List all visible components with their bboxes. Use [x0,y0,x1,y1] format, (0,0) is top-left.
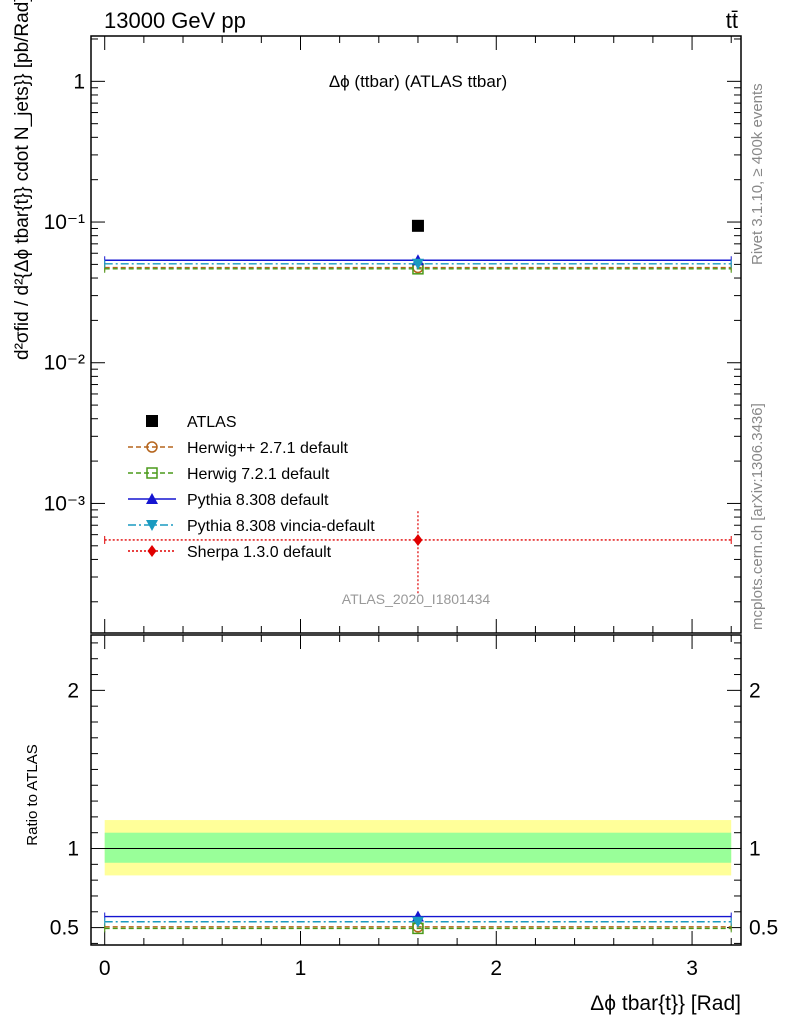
legend-label: Pythia 8.308 vincia-default [187,518,375,535]
data-point [413,533,423,546]
data-point [411,219,424,232]
main-series [104,219,732,594]
y-tick-label: 10⁻¹ [44,211,85,234]
legend-marker [146,467,158,479]
legend-marker [146,415,158,427]
ratio-y-tick-label-right: 1 [749,838,761,861]
ratio-y-tick-label: 2 [67,679,79,702]
legend-marker [146,441,158,453]
x-tick-label: 3 [686,957,698,980]
energy-label: 13000 GeV pp [104,8,246,33]
x-tick-label: 1 [295,957,307,980]
main-y-axis-label: d²σfid / d²{Δϕ tbar{t}} cdot N_jets}} [p… [12,0,33,360]
y-tick-label: 10⁻³ [44,492,85,515]
data-point [411,258,424,270]
mcplots-label: mcplots.cern.ch [arXiv:1306.3436] [749,403,766,630]
ratio-point [413,1000,422,1012]
y-axis-label: d²σfid / d²{Δϕ tbar{t}} cdot N_jets}} [p… [12,0,33,360]
x-tick-label: 2 [490,957,502,980]
ratio-y-tick-label-right: 0.5 [749,917,778,940]
legend-label: Herwig 7.2.1 default [187,466,330,483]
legend-label: ATLAS [187,414,237,431]
x-axis-label: Δϕ tbar{t}} [Rad] [590,992,741,1015]
main-y-ticks: 1 10⁻¹ 10⁻² 10⁻³ [44,36,741,633]
ratio-y-tick-label-right: 2 [749,679,761,702]
legend-label: Pythia 8.308 default [187,492,329,509]
y-tick-label: 10⁻² [44,352,85,375]
y-tick-label: 1 [73,70,85,93]
ratio-y-tick-label: 1 [67,838,79,861]
ratio-y-tick-label: 0.5 [50,917,79,940]
legend-marker [146,520,158,531]
ratio-panel: 0.5 0.5 1 1 2 2 0 1 2 3 Ratio to ATLAS Δϕ tbar{t}… [24,634,778,1015]
legend-label: Herwig++ 2.7.1 default [187,440,349,457]
rivet-label: Rivet 3.1.10, ≥ 400k events [749,83,766,265]
main-title: Δϕ (ttbar) (ATLAS ttbar) [329,72,507,91]
main-frame [90,35,742,634]
legend-marker [147,545,157,557]
legend: ATLAS Herwig++ 2.7.1 default Herwig 7.2.1 … [128,414,375,561]
analysis-tag: ATLAS_2020_I1801434 [342,591,491,607]
stat-uncertainty-band [104,832,732,863]
ratio-point [411,916,424,928]
ratio-bands [104,820,732,876]
main-panel: 1 10⁻¹ 10⁻² 10⁻³ Δϕ (ttbar) (ATLAS ttbar) A… [12,0,742,634]
legend-marker [146,493,158,504]
ratio-y-axis-label: Ratio to ATLAS [24,744,41,845]
ratio-ticks: 0.5 0.5 1 1 2 2 0 1 2 3 [50,635,778,980]
process-label: tt̄ [726,8,738,33]
ratio-frame [90,634,742,946]
ratio-series [104,910,732,1012]
x-tick-label: 0 [99,957,111,980]
legend-label: Sherpa 1.3.0 default [187,544,332,561]
